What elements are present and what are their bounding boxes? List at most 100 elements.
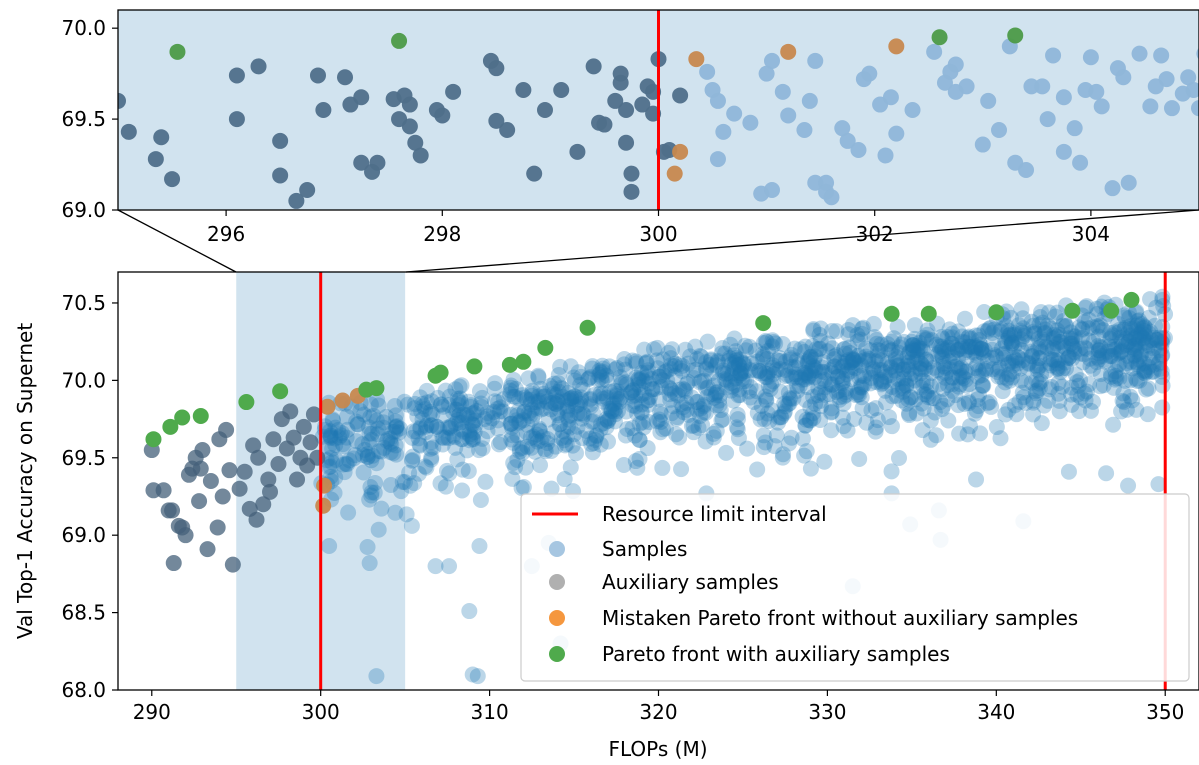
sample-point <box>370 397 387 414</box>
sample-point <box>802 460 819 477</box>
sample-point <box>802 348 819 365</box>
sample-point <box>618 403 635 420</box>
sample-point <box>944 369 961 386</box>
sample-point <box>883 418 900 435</box>
sample-point <box>934 340 951 357</box>
sample-point <box>1050 374 1067 391</box>
sample-point <box>1129 373 1146 390</box>
sample-point <box>903 333 920 350</box>
sample-point <box>1077 340 1094 357</box>
sample-point <box>417 418 434 435</box>
sample-point <box>404 451 421 468</box>
sample-point <box>756 411 773 428</box>
sample-point <box>1003 353 1020 370</box>
sample-point <box>863 402 880 419</box>
sample-point <box>473 398 490 415</box>
sample-point <box>1039 339 1056 356</box>
sample-point <box>966 405 983 422</box>
sample-point <box>354 436 371 453</box>
sample-point <box>869 412 886 429</box>
sample-point <box>919 322 936 339</box>
sample-point <box>962 330 979 347</box>
sample-point <box>764 332 781 349</box>
sample-point <box>710 372 727 389</box>
x-tick-label: 290 <box>133 700 171 724</box>
sample-point <box>1102 324 1119 341</box>
pareto-front-point <box>579 319 596 336</box>
sample-point <box>782 351 799 368</box>
sample-point <box>673 461 690 478</box>
legend-box <box>520 493 1190 682</box>
sample-point <box>777 368 794 385</box>
sample-point <box>1154 377 1171 394</box>
sample-point <box>630 376 647 393</box>
sample-point <box>781 390 798 407</box>
sample-point <box>517 459 534 476</box>
sample-point <box>1130 358 1147 375</box>
sample-point <box>1041 381 1058 398</box>
sample-point <box>976 323 993 340</box>
inset-point <box>801 92 818 109</box>
sample-point <box>461 426 478 443</box>
sample-point <box>600 412 617 429</box>
sample-point <box>979 352 996 369</box>
sample-point <box>697 354 714 371</box>
sample-point <box>1117 372 1134 389</box>
sample-point <box>813 359 830 376</box>
sample-point <box>905 342 922 359</box>
sample-point <box>911 360 928 377</box>
sample-point <box>644 381 661 398</box>
inset-point <box>623 165 640 182</box>
sample-point <box>843 371 860 388</box>
sample-point <box>966 339 983 356</box>
sample-point <box>754 350 771 367</box>
sample-point <box>406 395 423 412</box>
sample-point <box>601 410 618 427</box>
sample-point <box>1063 396 1080 413</box>
sample-point <box>1108 370 1125 387</box>
sample-point <box>421 407 438 424</box>
sample-point <box>1034 331 1051 348</box>
sample-point <box>667 426 684 443</box>
sample-point <box>717 365 734 382</box>
sample-point <box>592 388 609 405</box>
sample-point <box>403 517 420 534</box>
sample-point <box>683 417 700 434</box>
sample-point <box>1071 403 1088 420</box>
sample-point <box>1135 320 1152 337</box>
sample-point <box>382 444 399 461</box>
inset-point <box>980 92 997 109</box>
sample-point <box>797 371 814 388</box>
sample-point <box>526 405 543 422</box>
sample-point <box>696 372 713 389</box>
inset-point <box>807 52 824 69</box>
sample-point <box>441 558 458 575</box>
sample-point <box>967 360 984 377</box>
sample-point <box>1089 318 1106 335</box>
sample-point <box>332 427 349 444</box>
sample-point <box>324 411 341 428</box>
sample-point <box>558 428 575 445</box>
sample-point <box>776 395 793 412</box>
sample-point <box>474 389 491 406</box>
sample-point <box>638 354 655 371</box>
sample-point <box>853 357 870 374</box>
sample-point <box>628 355 645 372</box>
auxiliary-sample-point <box>164 502 181 519</box>
sample-point <box>453 431 470 448</box>
sample-point <box>1025 317 1042 334</box>
sample-point <box>645 341 662 358</box>
sample-point <box>1139 342 1156 359</box>
sample-point <box>925 359 942 376</box>
sample-point <box>789 382 806 399</box>
sample-point <box>1055 337 1072 354</box>
sample-point <box>717 371 734 388</box>
sample-point <box>530 394 547 411</box>
sample-point <box>1129 316 1146 333</box>
sample-point <box>412 420 429 437</box>
sample-point <box>840 326 857 343</box>
inset-point <box>1153 47 1170 64</box>
sample-point <box>322 449 339 466</box>
sample-point <box>464 416 481 433</box>
inset-point <box>1066 120 1083 137</box>
